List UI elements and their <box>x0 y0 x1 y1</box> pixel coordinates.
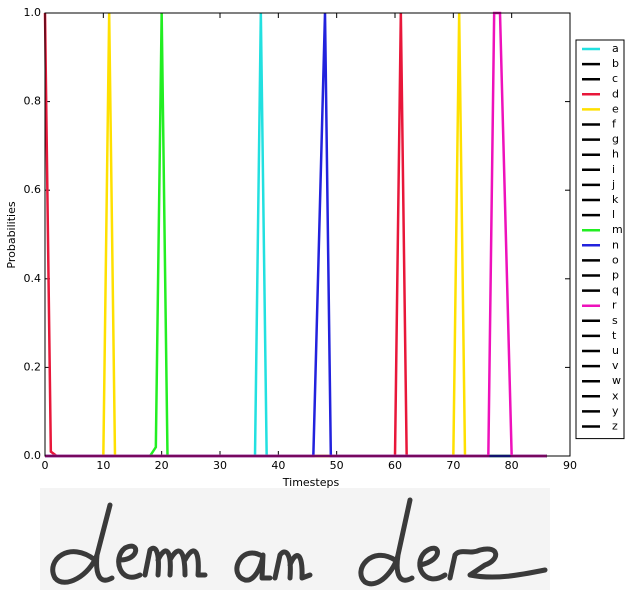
legend-label: o <box>612 253 619 266</box>
legend-label: e <box>612 102 619 115</box>
x-tick-label: 90 <box>563 459 577 472</box>
x-tick-label: 30 <box>213 459 227 472</box>
y-tick-label: 1.0 <box>24 6 42 19</box>
legend-label: u <box>612 344 619 357</box>
legend-label: b <box>612 57 619 70</box>
legend-label: g <box>612 133 619 146</box>
legend-label: t <box>612 329 617 342</box>
legend-label: v <box>612 359 619 372</box>
x-axis-label: Timesteps <box>282 476 340 489</box>
series-line <box>45 13 547 456</box>
series-line <box>45 13 547 456</box>
x-tick-label: 10 <box>96 459 110 472</box>
x-tick-label: 20 <box>155 459 169 472</box>
legend-label: w <box>612 374 621 387</box>
legend-label: c <box>612 72 618 85</box>
x-tick-label: 70 <box>446 459 460 472</box>
series-line <box>45 13 547 456</box>
legend-label: l <box>612 208 615 221</box>
x-tick-label: 60 <box>388 459 402 472</box>
y-tick-label: 0.2 <box>24 360 42 373</box>
y-tick-label: 0.8 <box>24 95 42 108</box>
series-line <box>45 13 547 456</box>
legend-label: i <box>612 163 615 176</box>
legend-label: j <box>611 178 615 191</box>
legend-label: k <box>612 193 619 206</box>
y-tick-label: 0.6 <box>24 183 42 196</box>
y-axis-label: Probabilities <box>5 201 18 268</box>
legend-label: s <box>612 314 618 327</box>
legend-label: y <box>612 404 619 417</box>
handwriting-image <box>40 488 550 590</box>
legend-label: x <box>612 389 619 402</box>
legend-label: z <box>612 420 618 433</box>
legend-label: m <box>612 223 623 236</box>
x-tick-label: 50 <box>330 459 344 472</box>
series-line <box>45 13 547 456</box>
x-tick-label: 80 <box>505 459 519 472</box>
x-tick-label: 40 <box>271 459 285 472</box>
legend-label: h <box>612 148 619 161</box>
y-tick-label: 0.4 <box>24 272 42 285</box>
legend-label: n <box>612 238 619 251</box>
legend-label: p <box>612 269 619 282</box>
legend-label: q <box>612 284 619 297</box>
legend-label: r <box>612 299 617 312</box>
y-tick-label: 0.0 <box>24 449 42 462</box>
legend-label: a <box>612 42 619 55</box>
series-line <box>45 13 547 456</box>
legend-label: d <box>612 87 619 100</box>
x-tick-label: 0 <box>42 459 49 472</box>
chart: Timesteps Probabilities 0 10 20 30 40 50 60 70 8… <box>0 0 625 593</box>
